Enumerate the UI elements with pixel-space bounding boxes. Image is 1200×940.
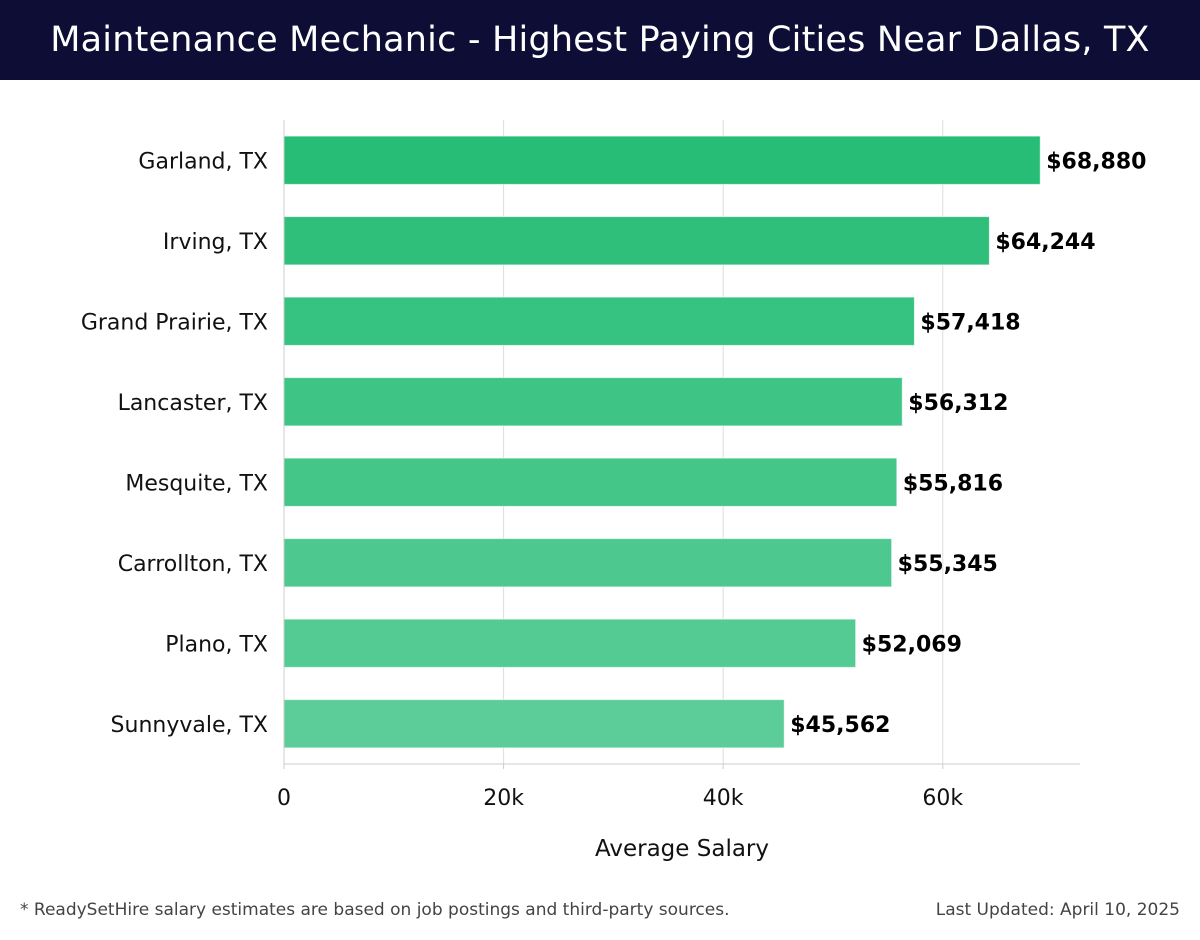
- bars: $68,880 $64,244 $57,418 $56,312 $55,816 $55,3…: [283, 135, 1146, 749]
- bar: [283, 296, 915, 346]
- title-bar: Maintenance Mechanic - Highest Paying Ci…: [0, 0, 1200, 80]
- bar: [283, 216, 990, 266]
- bar: [283, 699, 785, 749]
- x-axis-title: Average Salary: [595, 836, 769, 862]
- category-label: Garland, TX: [138, 149, 268, 174]
- bar-value-label: $52,069: [862, 632, 962, 657]
- bar-value-label: $45,562: [790, 713, 890, 738]
- bar-value-label: $64,244: [995, 230, 1095, 255]
- x-tick-label: 60k: [922, 786, 963, 811]
- category-label: Irving, TX: [163, 230, 268, 255]
- category-label: Sunnyvale, TX: [111, 713, 268, 738]
- bar: [283, 135, 1041, 185]
- x-tick-label: 0: [277, 786, 291, 811]
- chart-title: Maintenance Mechanic - Highest Paying Ci…: [50, 20, 1150, 60]
- category-label: Carrollton, TX: [118, 552, 268, 577]
- bar-value-label: $68,880: [1046, 149, 1146, 174]
- bar-value-label: $55,345: [898, 552, 998, 577]
- bar-value-label: $57,418: [920, 310, 1020, 335]
- x-axis: 0 20k 40k 60k Garland, TX Irving, TX Grand Pra…: [81, 120, 1080, 811]
- category-label: Lancaster, TX: [118, 391, 268, 416]
- category-label: Mesquite, TX: [125, 471, 268, 496]
- last-updated: Last Updated: April 10, 2025: [935, 900, 1180, 920]
- category-label: Grand Prairie, TX: [81, 310, 268, 335]
- x-tick-label: 20k: [483, 786, 524, 811]
- bar: [283, 538, 893, 588]
- footer-note: * ReadySetHire salary estimates are base…: [20, 900, 730, 920]
- bar: [283, 618, 857, 668]
- bar: [283, 457, 898, 507]
- bar: [283, 377, 903, 427]
- bar-value-label: $56,312: [908, 391, 1008, 416]
- x-tick-label: 40k: [703, 786, 744, 811]
- category-label: Plano, TX: [165, 632, 268, 657]
- bar-chart: $68,880 $64,244 $57,418 $56,312 $55,816 $55,3…: [81, 120, 1146, 862]
- bar-value-label: $55,816: [903, 471, 1003, 496]
